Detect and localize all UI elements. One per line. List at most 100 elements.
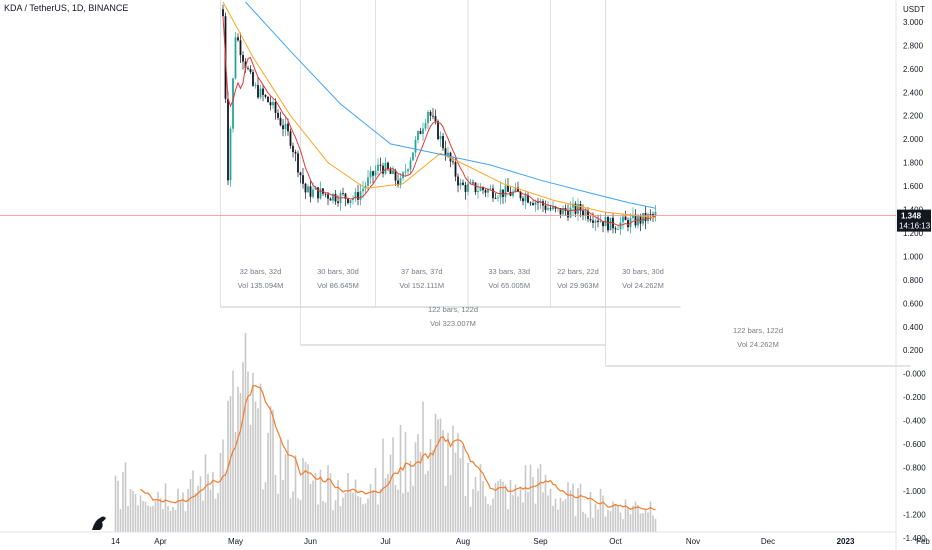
- candle-body[interactable]: [464, 184, 467, 192]
- volume-bar[interactable]: [414, 442, 417, 532]
- candle-body[interactable]: [457, 176, 459, 186]
- volume-bar[interactable]: [604, 516, 607, 532]
- candle-body[interactable]: [422, 128, 424, 134]
- volume-bar[interactable]: [167, 506, 169, 532]
- candle-body[interactable]: [647, 214, 649, 222]
- candle-body[interactable]: [242, 55, 244, 62]
- candle-body[interactable]: [454, 161, 457, 177]
- volume-bar[interactable]: [267, 432, 269, 532]
- volume-bar[interactable]: [602, 495, 604, 532]
- volume-bar[interactable]: [344, 493, 347, 532]
- volume-bar[interactable]: [299, 500, 302, 532]
- candle-body[interactable]: [394, 170, 397, 181]
- volume-bar[interactable]: [284, 454, 287, 532]
- candle-body[interactable]: [582, 210, 584, 216]
- volume-bar[interactable]: [432, 450, 434, 532]
- volume-bar[interactable]: [279, 438, 282, 532]
- volume-bar[interactable]: [564, 499, 567, 532]
- candle-body[interactable]: [572, 203, 574, 208]
- volume-bar[interactable]: [569, 490, 572, 532]
- candle-body[interactable]: [334, 193, 337, 202]
- volume-bar[interactable]: [504, 484, 507, 532]
- candle-body[interactable]: [319, 188, 322, 199]
- volume-bar[interactable]: [172, 507, 174, 532]
- candle-body[interactable]: [222, 9, 224, 17]
- volume-bar[interactable]: [132, 490, 134, 532]
- candle-body[interactable]: [622, 216, 624, 223]
- symbol-title[interactable]: KDA / TetherUS, 1D, BINANCE: [4, 3, 129, 13]
- candle-body[interactable]: [649, 214, 652, 215]
- volume-bar[interactable]: [407, 492, 409, 532]
- candle-body[interactable]: [602, 221, 604, 227]
- candle-body[interactable]: [489, 188, 492, 190]
- candle-body[interactable]: [314, 187, 317, 190]
- candle-body[interactable]: [634, 214, 637, 226]
- candle-body[interactable]: [247, 68, 249, 69]
- candle-body[interactable]: [352, 198, 354, 201]
- volume-bar[interactable]: [582, 511, 584, 532]
- candle-body[interactable]: [404, 171, 407, 173]
- volume-bar[interactable]: [614, 504, 617, 532]
- candle-body[interactable]: [467, 183, 469, 192]
- volume-bar[interactable]: [637, 505, 639, 532]
- volume-bar[interactable]: [449, 475, 452, 532]
- volume-bar[interactable]: [437, 419, 439, 532]
- volume-bar[interactable]: [392, 437, 394, 532]
- volume-bar[interactable]: [507, 509, 509, 532]
- volume-bar[interactable]: [517, 496, 519, 532]
- volume-bar[interactable]: [549, 489, 552, 532]
- volume-bar[interactable]: [462, 445, 464, 532]
- volume-bar[interactable]: [347, 472, 349, 532]
- candle-body[interactable]: [304, 183, 307, 193]
- candle-body[interactable]: [267, 96, 269, 103]
- volume-bar[interactable]: [282, 479, 284, 532]
- volume-bar[interactable]: [252, 372, 254, 532]
- volume-bar[interactable]: [442, 430, 444, 532]
- candle-body[interactable]: [297, 153, 299, 173]
- volume-bar[interactable]: [424, 474, 427, 532]
- volume-bar[interactable]: [209, 489, 212, 532]
- candle-body[interactable]: [444, 148, 447, 156]
- volume-bar[interactable]: [339, 506, 342, 532]
- candle-body[interactable]: [337, 201, 339, 204]
- volume-bar[interactable]: [652, 515, 654, 532]
- volume-bar[interactable]: [327, 465, 329, 532]
- candle-body[interactable]: [232, 78, 234, 129]
- candle-body[interactable]: [414, 140, 417, 153]
- candle-body[interactable]: [244, 61, 247, 69]
- volume-bar[interactable]: [369, 484, 372, 532]
- volume-bar[interactable]: [624, 499, 627, 532]
- volume-bar[interactable]: [584, 513, 587, 532]
- candle-body[interactable]: [279, 117, 282, 126]
- volume-bar[interactable]: [214, 498, 217, 532]
- volume-bar[interactable]: [567, 482, 569, 532]
- candle-body[interactable]: [534, 202, 537, 206]
- volume-bar[interactable]: [502, 481, 504, 532]
- candle-body[interactable]: [349, 200, 352, 203]
- candle-body[interactable]: [462, 182, 464, 185]
- volume-bar[interactable]: [274, 474, 277, 532]
- volume-bar[interactable]: [447, 432, 449, 532]
- candle-body[interactable]: [342, 193, 344, 194]
- volume-bar[interactable]: [222, 439, 224, 532]
- candle-body[interactable]: [617, 229, 619, 231]
- candle-body[interactable]: [574, 203, 577, 214]
- candle-body[interactable]: [282, 125, 284, 130]
- volume-bar[interactable]: [532, 477, 534, 532]
- volume-bar[interactable]: [164, 483, 167, 532]
- volume-bar[interactable]: [587, 517, 589, 532]
- volume-bar[interactable]: [364, 503, 367, 532]
- volume-bar[interactable]: [199, 476, 202, 532]
- candle-body[interactable]: [569, 207, 572, 218]
- volume-bar[interactable]: [122, 471, 124, 532]
- volume-bar[interactable]: [589, 492, 592, 532]
- volume-bar[interactable]: [179, 500, 182, 532]
- volume-bar[interactable]: [324, 502, 327, 532]
- volume-bar[interactable]: [389, 454, 392, 532]
- volume-bar[interactable]: [617, 506, 619, 532]
- volume-bar[interactable]: [519, 486, 522, 532]
- volume-bar[interactable]: [429, 439, 432, 532]
- volume-bar[interactable]: [202, 500, 204, 532]
- volume-bar[interactable]: [472, 489, 474, 532]
- candle-body[interactable]: [469, 182, 472, 184]
